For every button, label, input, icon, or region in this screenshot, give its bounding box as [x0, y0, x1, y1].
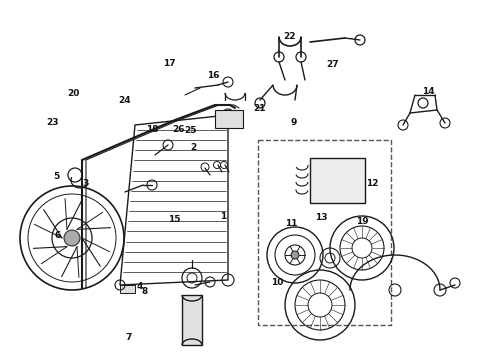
- Bar: [215, 110, 243, 128]
- Bar: [258, 140, 391, 325]
- Bar: [182, 295, 202, 345]
- Text: 2: 2: [191, 143, 196, 152]
- Text: 27: 27: [326, 60, 339, 69]
- Circle shape: [291, 251, 299, 259]
- Text: 3: 3: [83, 179, 89, 188]
- Circle shape: [64, 230, 80, 246]
- Text: 10: 10: [270, 278, 283, 287]
- Text: 24: 24: [119, 96, 131, 105]
- Text: 7: 7: [125, 333, 132, 342]
- Text: 22: 22: [283, 32, 295, 41]
- Text: 19: 19: [356, 217, 369, 226]
- Text: 18: 18: [146, 125, 158, 134]
- Text: 11: 11: [285, 219, 298, 228]
- Text: 12: 12: [366, 179, 379, 188]
- Text: 26: 26: [172, 125, 185, 134]
- Text: 14: 14: [422, 87, 435, 96]
- Text: 16: 16: [207, 71, 220, 80]
- Text: 17: 17: [163, 59, 175, 68]
- Text: 6: 6: [55, 231, 61, 240]
- Text: 20: 20: [67, 89, 80, 98]
- Text: 21: 21: [253, 104, 266, 113]
- Text: 25: 25: [184, 126, 196, 135]
- Text: 5: 5: [53, 172, 59, 181]
- Text: 8: 8: [142, 287, 147, 296]
- Text: 1: 1: [220, 212, 226, 220]
- Text: 13: 13: [315, 213, 327, 222]
- Text: 15: 15: [168, 215, 180, 224]
- Bar: [310, 158, 365, 203]
- Text: 23: 23: [47, 118, 59, 127]
- Polygon shape: [120, 285, 135, 293]
- Text: 9: 9: [291, 118, 297, 127]
- Text: 4: 4: [136, 282, 143, 291]
